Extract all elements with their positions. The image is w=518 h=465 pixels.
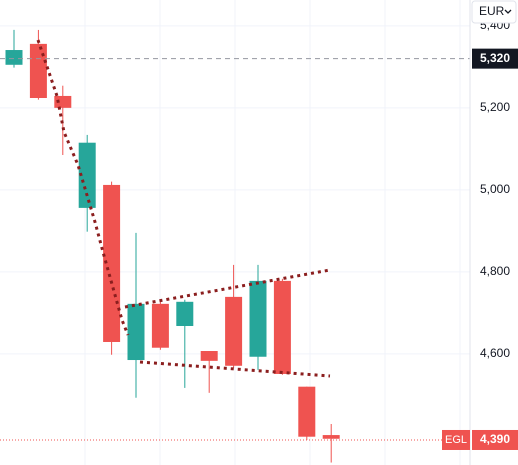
candle-body — [249, 280, 267, 357]
price-label: 5,320 — [480, 51, 510, 65]
candle-body — [127, 303, 145, 361]
candle-body — [298, 386, 316, 437]
price-label: 4,390 — [480, 432, 510, 446]
candle-body — [322, 435, 340, 439]
currency-label[interactable]: EUR — [479, 4, 505, 18]
currency-button[interactable] — [471, 0, 517, 24]
candle-body — [5, 50, 23, 65]
price-label-box — [472, 48, 518, 69]
candle-body — [54, 95, 72, 108]
candle-body — [200, 351, 218, 361]
candle-body — [151, 303, 169, 348]
candle-body — [273, 280, 291, 374]
y-tick-label: 4,600 — [480, 346, 510, 360]
symbol-label-box — [442, 429, 470, 450]
candle-body — [29, 43, 47, 99]
y-tick-label: 5,200 — [480, 100, 510, 114]
vertical-grid — [84, 0, 461, 465]
candle-body — [225, 296, 243, 366]
trend-line — [36, 39, 130, 336]
candle-body — [78, 142, 96, 208]
candle-body — [176, 301, 194, 326]
y-tick-label: 5,000 — [480, 182, 510, 196]
symbol-label: EGL — [445, 434, 467, 446]
price-label-box — [472, 429, 518, 450]
y-tick-label: 4,800 — [480, 264, 510, 278]
dropdown-icon[interactable] — [504, 9, 512, 14]
